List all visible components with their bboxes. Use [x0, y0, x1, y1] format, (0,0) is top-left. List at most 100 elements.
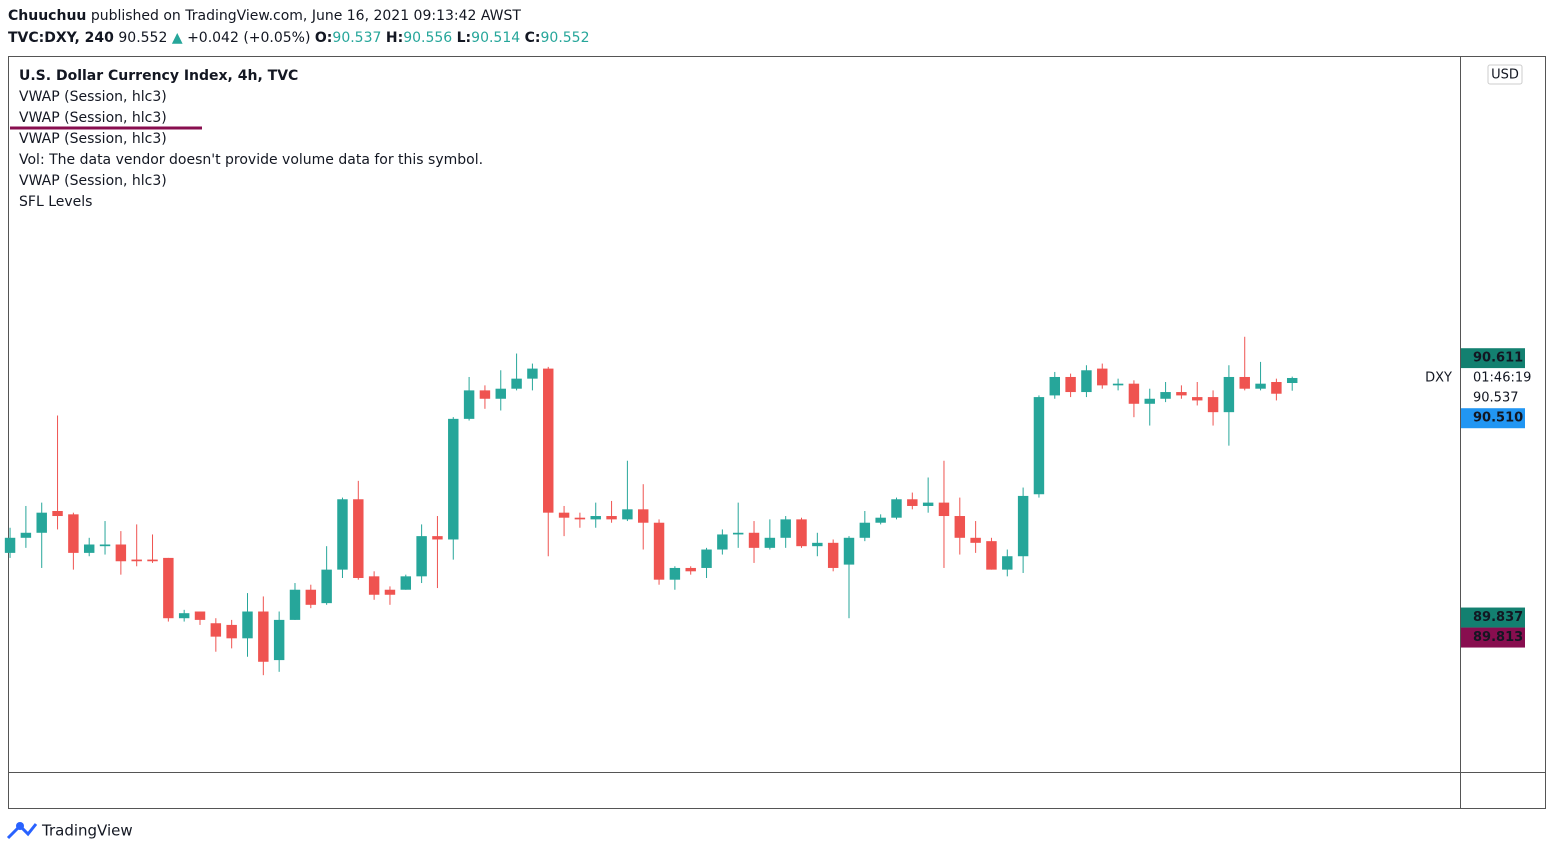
price-label: 01:46:19 [1473, 371, 1531, 386]
candle [1192, 382, 1203, 406]
candle [859, 510, 871, 542]
candle [1065, 373, 1076, 398]
candle-body [527, 368, 538, 379]
currency: USD [1491, 68, 1519, 83]
candle [938, 460, 950, 568]
candle-body [242, 611, 253, 639]
candle [717, 529, 728, 555]
candle-body [1271, 382, 1282, 394]
legend-entry: VWAP (Session, hlc3) [19, 131, 167, 147]
candle [637, 484, 649, 550]
candle [732, 502, 744, 548]
price-label: 90.611 [1473, 351, 1523, 366]
candle [891, 497, 902, 520]
candle [606, 500, 617, 523]
candle-body [1286, 377, 1298, 384]
candle-body [4, 537, 16, 553]
candle [448, 417, 459, 560]
candle [812, 532, 823, 557]
candle [353, 480, 364, 580]
candle-body [384, 589, 396, 595]
candle-body [416, 536, 427, 577]
candle [590, 502, 601, 528]
candle-body [1160, 392, 1171, 399]
candle-body [1207, 397, 1219, 413]
candle [226, 619, 237, 649]
up-arrow: ▲ [172, 30, 183, 46]
candle [527, 363, 538, 391]
candle-body [622, 509, 633, 520]
candle-body [875, 517, 886, 523]
candle [1271, 378, 1282, 401]
candle-body [590, 516, 601, 520]
legend-entry: Vol: The data vendor doesn't provide vol… [19, 152, 483, 168]
header-line: Chuuchuu published on TradingView.com, J… [8, 8, 521, 24]
price-label: 90.537 [1473, 391, 1519, 406]
candle-body [68, 514, 79, 553]
candle-body [701, 549, 712, 568]
price-label-symbol: DXY [1425, 371, 1452, 386]
candle-body [52, 510, 63, 517]
price-label-box [1461, 607, 1525, 628]
price-label-box [1461, 368, 1525, 389]
candle [479, 385, 491, 409]
candles [4, 336, 1298, 676]
candle-body [637, 509, 649, 523]
candle-body [986, 541, 997, 570]
candle-body [448, 418, 459, 540]
candle [1112, 378, 1124, 391]
candle-body [574, 517, 586, 520]
candle-body [1081, 370, 1092, 393]
candle-body [1128, 383, 1140, 404]
candle-body [479, 390, 491, 399]
candle [210, 618, 222, 652]
ohlc-value: 90.556 [403, 30, 452, 46]
candle-body [1176, 392, 1187, 396]
author: Chuuchuu [8, 8, 86, 24]
candle-body [1223, 376, 1235, 413]
candle-body [258, 611, 269, 662]
price-label: 89.837 [1473, 610, 1523, 625]
candle [1033, 395, 1045, 498]
candle-body [511, 378, 522, 389]
candle-body [827, 542, 839, 568]
candle [1017, 487, 1029, 573]
candle [780, 516, 791, 548]
candle [83, 537, 95, 557]
candle [1223, 365, 1235, 446]
candle [68, 512, 79, 570]
candle-body [305, 589, 317, 605]
candle-body [337, 499, 348, 570]
price-label-box [1461, 388, 1525, 409]
candle-body [1144, 398, 1155, 404]
candle-body [368, 576, 380, 595]
candle-body [163, 557, 174, 619]
chart-frame [8, 56, 1546, 809]
last: 90.552 [118, 30, 167, 46]
candle [432, 516, 443, 589]
legend-entry: SFL Levels [19, 194, 92, 210]
ohlc-key: C: [525, 30, 541, 46]
candle-body [922, 502, 934, 506]
ticker-line: TVC:DXY, 240 90.552 ▲ +0.042 (+0.05%) O:… [8, 30, 590, 46]
price-label-box [1461, 408, 1525, 429]
candle-body [1017, 495, 1029, 557]
candle-body [1192, 397, 1203, 401]
legend-entry: VWAP (Session, hlc3) [19, 173, 167, 189]
candle-body [226, 624, 237, 639]
candle-body [764, 537, 776, 548]
candle [1097, 363, 1108, 389]
candle-body [938, 502, 950, 517]
candle [4, 527, 16, 558]
candle-body [1049, 376, 1060, 396]
candle [163, 557, 174, 622]
candle-body [131, 559, 142, 562]
candle-body [812, 542, 823, 547]
candle [574, 512, 586, 528]
candle-body [273, 619, 285, 661]
candle-body [115, 544, 127, 562]
candle-body [463, 390, 475, 419]
candle [511, 353, 522, 391]
candle [875, 514, 886, 525]
candle-body [843, 537, 855, 565]
